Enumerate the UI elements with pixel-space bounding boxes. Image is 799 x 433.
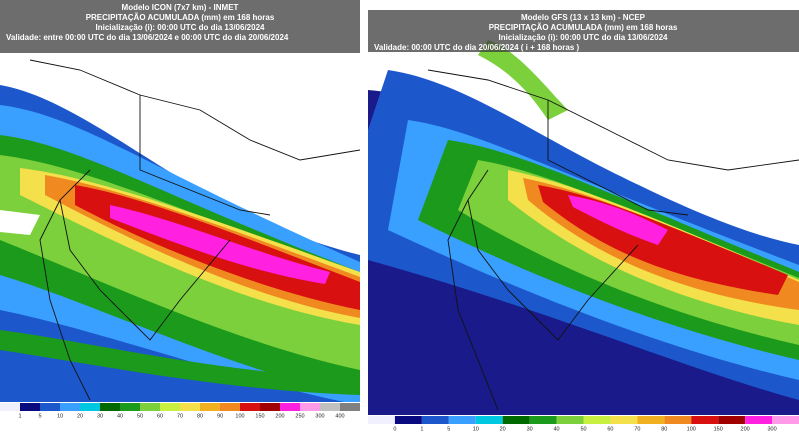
country-border — [427, 69, 799, 411]
colorbar-swatch — [718, 416, 746, 424]
rain-area — [568, 195, 668, 245]
colorbar-swatch — [200, 403, 220, 411]
country-border — [29, 59, 360, 401]
colorbar-label: 100 — [235, 413, 244, 419]
colorbar-label: 80 — [661, 426, 667, 432]
colorbar-label: 70 — [634, 426, 640, 432]
colorbar-swatch — [691, 416, 719, 424]
colorbar-swatch — [583, 416, 611, 424]
colorbar-label: 300 — [315, 413, 324, 419]
colorbar-label: 50 — [580, 426, 586, 432]
colorbar-label: 1 — [420, 426, 423, 432]
colorbar-swatch — [220, 403, 240, 411]
header-line: Validade: entre 00:00 UTC do dia 13/06/2… — [6, 33, 289, 42]
colorbar-swatch — [300, 403, 320, 411]
colorbar-swatch — [40, 403, 60, 411]
colorbar-label: 80 — [197, 413, 203, 419]
colorbar-swatch — [280, 403, 300, 411]
colorbar-swatch — [421, 416, 449, 424]
colorbar-swatch — [340, 403, 360, 411]
colorbar-swatch — [240, 403, 260, 411]
colorbar-swatch — [448, 416, 476, 424]
colorbar-label: 60 — [607, 426, 613, 432]
header-line: Validade: 00:00 UTC do dia 20/06/2024 ( … — [374, 43, 580, 52]
colorbar-swatch — [475, 416, 503, 424]
colorbar-swatch — [502, 416, 530, 424]
colorbar-swatch — [529, 416, 557, 424]
colorbar-label: 30 — [527, 426, 533, 432]
colorbar-swatch — [745, 416, 773, 424]
colorbar-label: 400 — [335, 413, 344, 419]
header-line: PRECIPITAÇÃO ACUMULADA (mm) em 168 horas — [86, 13, 275, 22]
colorbar-label: 30 — [97, 413, 103, 419]
colorbar-label: 200 — [275, 413, 284, 419]
clear-area — [0, 210, 40, 235]
colorbar-swatch — [20, 403, 40, 411]
header-line: Modelo GFS (13 x 13 km) - NCEP — [521, 13, 646, 22]
header-line: Inicialização (i): 00:00 UTC do dia 13/0… — [499, 33, 669, 42]
colorbar-label: 300 — [767, 426, 776, 432]
colorbar-swatch — [260, 403, 280, 411]
colorbar-swatch — [80, 403, 100, 411]
colorbar-swatch — [160, 403, 180, 411]
colorbar-swatch — [180, 403, 200, 411]
colorbar-swatch — [100, 403, 120, 411]
colorbar-swatch — [120, 403, 140, 411]
rain-area — [0, 330, 360, 395]
colorbar-swatch — [60, 403, 80, 411]
colorbar-label: 50 — [137, 413, 143, 419]
colorbar-label: 1 — [18, 413, 21, 419]
colorbar-swatch — [368, 416, 395, 424]
colorbar-swatch — [140, 403, 160, 411]
rain-area — [110, 205, 330, 284]
colorbar-label: 90 — [217, 413, 223, 419]
icon-map: Modelo ICON (7x7 km) - INMETPRECIPITAÇÃO… — [0, 0, 360, 420]
colorbar-swatch — [664, 416, 692, 424]
colorbar-label: 100 — [687, 426, 696, 432]
colorbar-label: 70 — [177, 413, 183, 419]
colorbar-label: 200 — [741, 426, 750, 432]
colorbar-label: 10 — [473, 426, 479, 432]
colorbar-swatch — [320, 403, 340, 411]
colorbar-label: 40 — [117, 413, 123, 419]
colorbar-label: 10 — [57, 413, 63, 419]
colorbar-swatch — [610, 416, 638, 424]
gfs-map: Modelo GFS (13 x 13 km) - NCEPPRECIPITAÇ… — [368, 10, 799, 433]
colorbar-label: 5 — [38, 413, 41, 419]
colorbar-label: 20 — [77, 413, 83, 419]
colorbar-label: 250 — [295, 413, 304, 419]
colorbar-label: 150 — [255, 413, 264, 419]
colorbar-swatch — [0, 403, 20, 411]
header-band — [0, 0, 360, 53]
colorbar-label: 5 — [447, 426, 450, 432]
header-line: PRECIPITAÇÃO ACUMULADA (mm) em 168 horas — [489, 23, 678, 32]
rain-area — [478, 40, 568, 120]
colorbar-label: 40 — [554, 426, 560, 432]
header-line: Inicialização (i): 00:00 UTC do dia 13/0… — [96, 23, 266, 32]
colorbar-swatch — [772, 416, 799, 424]
colorbar-label: 0 — [393, 426, 396, 432]
colorbar-swatch — [394, 416, 422, 424]
colorbar-label: 150 — [714, 426, 723, 432]
colorbar-label: 20 — [500, 426, 506, 432]
colorbar-swatch — [637, 416, 665, 424]
colorbar-label: 60 — [157, 413, 163, 419]
header-line: Modelo ICON (7x7 km) - INMET — [122, 3, 239, 12]
header-band — [368, 10, 799, 52]
colorbar-swatch — [556, 416, 584, 424]
